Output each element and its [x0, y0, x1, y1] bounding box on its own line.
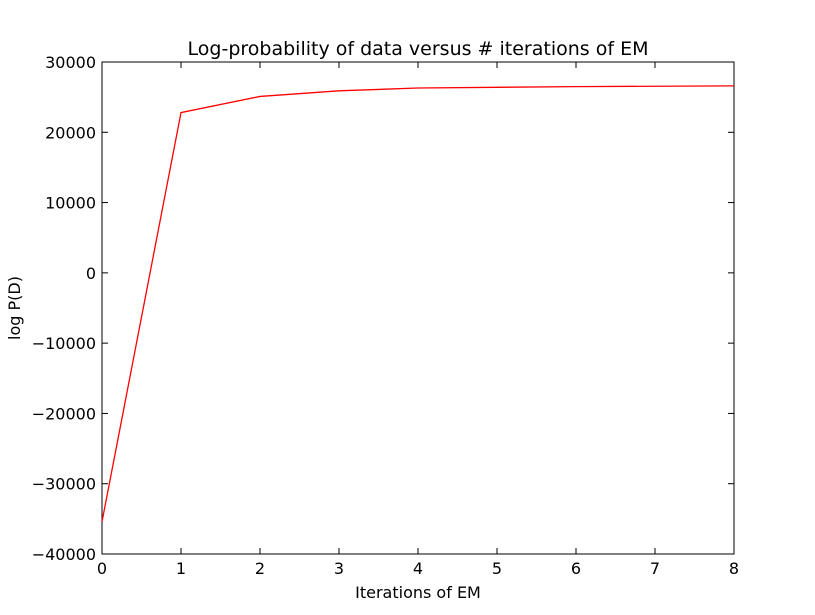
x-tick-label: 0 — [97, 559, 107, 578]
y-tick-label: −30000 — [32, 475, 96, 494]
x-axis-ticks: 0 1 2 3 4 5 6 7 8 — [97, 62, 739, 578]
x-tick-label: 5 — [492, 559, 502, 578]
plot-area: 0 1 2 3 4 5 6 7 8 30000 20000 10000 0 −10000 −20000 −3… — [32, 53, 739, 578]
y-tick-label: 0 — [86, 264, 96, 283]
x-tick-label: 7 — [650, 559, 660, 578]
x-tick-label: 2 — [255, 559, 265, 578]
y-tick-label: 10000 — [45, 194, 96, 213]
series-layer — [101, 85, 735, 522]
y-axis-ticks: 30000 20000 10000 0 −10000 −20000 −30000 −40000 — [32, 53, 734, 564]
chart-title: Log-probability of data versus # iterati… — [188, 38, 649, 60]
x-tick-label: 3 — [334, 559, 344, 578]
x-tick-label: 1 — [176, 559, 186, 578]
y-tick-label: 30000 — [45, 53, 96, 72]
plot-frame — [101, 61, 735, 555]
series-line-0 — [101, 85, 735, 522]
x-tick-label: 6 — [571, 559, 581, 578]
x-axis-label: Iterations of EM — [355, 583, 481, 602]
y-tick-label: −20000 — [32, 404, 96, 423]
y-tick-label: −40000 — [32, 545, 96, 564]
x-tick-label: 8 — [729, 559, 739, 578]
x-tick-label: 4 — [413, 559, 423, 578]
y-tick-label: 20000 — [45, 123, 96, 142]
y-axis-label: log P(D) — [5, 276, 24, 340]
y-tick-label: −10000 — [32, 334, 96, 353]
